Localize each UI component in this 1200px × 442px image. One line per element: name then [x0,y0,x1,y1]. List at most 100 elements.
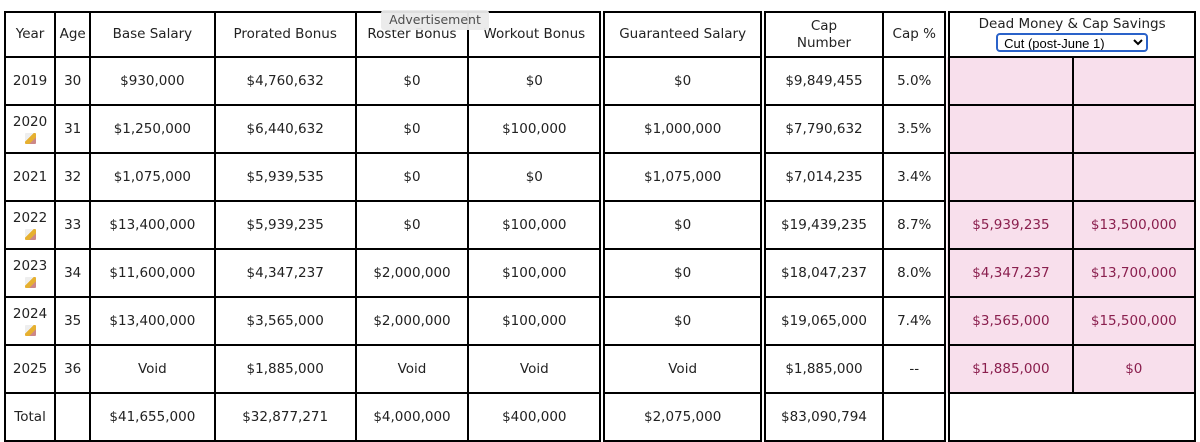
header-workout-bonus: Workout Bonus [467,11,606,58]
cell-cap-number: $9,849,455 [761,56,885,106]
cell-cap-savings [1071,104,1197,154]
year-text: 2023 [12,258,48,274]
cell-cap-savings: $13,700,000 [1071,248,1197,298]
cell-workout-bonus: $100,000 [467,296,606,346]
cell-base-salary: $13,400,000 [89,200,216,250]
cell-guaranteed-salary: $0 [601,248,766,298]
total-base-salary: $41,655,000 [89,392,216,442]
cell-age: 34 [54,248,92,298]
table-row: 2019 30 $930,000 $4,760,632 $0 $0 $0 $9,849,455… [3,56,1197,106]
cell-cap-percent: 8.7% [882,200,951,250]
header-cap-number: Cap Number [761,11,885,58]
cell-workout-bonus: $100,000 [467,104,606,154]
cell-base-salary: $930,000 [89,56,216,106]
header-cap-number-line2: Number [796,34,852,51]
scenario-select[interactable]: Cut (post-June 1) [996,33,1149,52]
cell-prorated-bonus: $1,885,000 [213,344,357,394]
table-row: 2022 33 $13,400,000 $5,939,235 $0 $100,000 $0 $… [3,200,1197,250]
cell-roster-bonus: $0 [354,104,470,154]
note-icon[interactable] [24,229,36,240]
total-cap-percent [882,392,951,442]
cell-cap-savings: $13,500,000 [1071,200,1197,250]
cell-roster-bonus: $0 [354,200,470,250]
cell-dead-money: $3,565,000 [946,296,1074,346]
header-age: Age [54,11,92,58]
cell-dead-money [946,152,1074,202]
advertisement-tooltip: Advertisement [381,10,489,30]
cell-cap-savings [1071,152,1197,202]
note-icon[interactable] [24,325,36,336]
cell-prorated-bonus: $5,939,535 [213,152,357,202]
cell-dead-money: $1,885,000 [946,344,1074,394]
dead-money-title: Dead Money & Cap Savings [978,16,1166,32]
year-text: 2019 [12,73,48,89]
year-text: 2020 [12,114,48,130]
cell-year: 2022 [3,200,57,250]
cell-base-salary: $1,250,000 [89,104,216,154]
cell-cap-number: $7,014,235 [761,152,885,202]
cell-age: 35 [54,296,92,346]
cell-cap-savings: $0 [1071,344,1197,394]
cell-year: 2025 [3,344,57,394]
cell-roster-bonus: $2,000,000 [354,248,470,298]
cell-age: 36 [54,344,92,394]
cell-base-salary: $1,075,000 [89,152,216,202]
cell-cap-percent: 8.0% [882,248,951,298]
year-text: 2021 [12,169,48,185]
cell-cap-number: $19,065,000 [761,296,885,346]
cell-guaranteed-salary: $1,000,000 [601,104,766,154]
cell-prorated-bonus: $6,440,632 [213,104,357,154]
contract-table: Year Age Base Salary Prorated Bonus Rost… [3,11,1197,442]
cell-year: 2024 [3,296,57,346]
cell-dead-money: $4,347,237 [946,248,1074,298]
table-row: 2020 31 $1,250,000 $6,440,632 $0 $100,000 $1,0… [3,104,1197,154]
header-base-salary: Base Salary [89,11,216,58]
cell-roster-bonus: $0 [354,56,470,106]
cell-base-salary: Void [89,344,216,394]
header-cap-percent: Cap % [882,11,951,58]
cell-dead-money: $5,939,235 [946,200,1074,250]
cell-workout-bonus: $0 [467,152,606,202]
cell-cap-percent: 3.5% [882,104,951,154]
cell-prorated-bonus: $4,347,237 [213,248,357,298]
cell-cap-percent: 3.4% [882,152,951,202]
table-row: 2025 36 Void $1,885,000 Void Void Void $1,885,0… [3,344,1197,394]
cell-prorated-bonus: $3,565,000 [213,296,357,346]
cell-workout-bonus: $0 [467,56,606,106]
cell-guaranteed-salary: $0 [601,200,766,250]
cell-roster-bonus: $0 [354,152,470,202]
cell-age: 31 [54,104,92,154]
note-icon[interactable] [24,133,36,144]
header-row: Year Age Base Salary Prorated Bonus Rost… [3,11,1196,58]
cell-workout-bonus: $100,000 [467,200,606,250]
table-row: 2023 34 $11,600,000 $4,347,237 $2,000,000 $10… [3,248,1197,298]
total-dead-money-empty [946,392,1196,442]
cell-roster-bonus: Void [354,344,470,394]
cell-dead-money [946,104,1074,154]
total-prorated-bonus: $32,877,271 [213,392,357,442]
header-cap-number-line1: Cap [810,17,838,34]
header-guaranteed-salary: Guaranteed Salary [601,11,766,58]
cell-age: 30 [54,56,92,106]
cell-guaranteed-salary: $0 [601,56,766,106]
cell-base-salary: $11,600,000 [89,248,216,298]
total-guaranteed-salary: $2,075,000 [601,392,766,442]
year-text: 2022 [12,210,48,226]
year-text: 2024 [12,306,48,322]
cell-cap-savings: $15,500,000 [1071,296,1197,346]
cell-age: 32 [54,152,92,202]
total-age [54,392,92,442]
year-text: 2025 [12,361,48,377]
note-icon[interactable] [24,277,36,288]
cell-cap-number: $1,885,000 [761,344,885,394]
cell-cap-number: $19,439,235 [761,200,885,250]
cell-prorated-bonus: $4,760,632 [213,56,357,106]
cell-year: 2020 [3,104,57,154]
cell-guaranteed-salary: Void [601,344,766,394]
cell-cap-savings [1071,56,1197,106]
cell-cap-number: $7,790,632 [761,104,885,154]
cell-year: 2023 [3,248,57,298]
total-workout-bonus: $400,000 [467,392,606,442]
cell-cap-percent: 7.4% [882,296,951,346]
header-year: Year [3,11,57,58]
